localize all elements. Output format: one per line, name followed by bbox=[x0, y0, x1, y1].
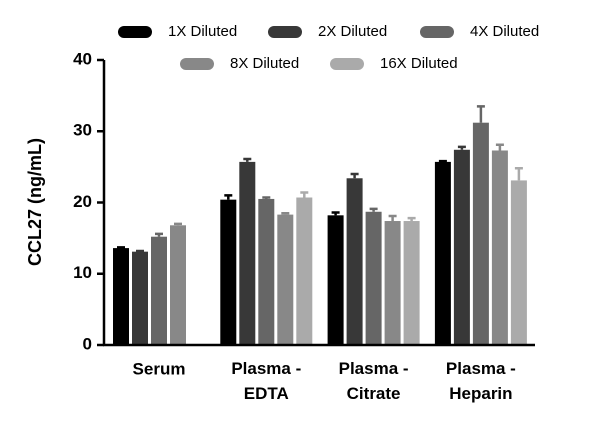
bar bbox=[365, 211, 382, 345]
bar bbox=[384, 221, 401, 345]
error-bar bbox=[495, 143, 504, 151]
error-bar bbox=[136, 249, 144, 253]
bar bbox=[327, 215, 344, 345]
bar bbox=[346, 178, 363, 345]
bar bbox=[220, 199, 237, 345]
error-bar bbox=[350, 172, 359, 179]
legend-swatch bbox=[180, 58, 214, 70]
legend-label: 8X Diluted bbox=[230, 55, 299, 72]
bar bbox=[510, 180, 527, 345]
legend-label: 2X Diluted bbox=[318, 23, 387, 40]
error-bar bbox=[514, 167, 523, 181]
bar bbox=[151, 236, 167, 345]
error-bar bbox=[457, 145, 466, 150]
y-axis-label: CCL27 (ng/mL) bbox=[25, 138, 45, 266]
error-bar bbox=[388, 214, 397, 222]
bar bbox=[170, 225, 186, 345]
legend-swatch bbox=[268, 26, 302, 38]
legend-label: 4X Diluted bbox=[470, 23, 539, 40]
x-tick-label: Plasma -Citrate bbox=[339, 359, 409, 403]
bar bbox=[113, 248, 129, 345]
bar bbox=[239, 161, 256, 345]
y-tick-label: 0 bbox=[83, 334, 92, 353]
bar bbox=[403, 221, 420, 345]
legend-label: 16X Diluted bbox=[380, 55, 458, 72]
x-tick-label: Plasma -EDTA bbox=[231, 359, 301, 403]
error-bar bbox=[300, 191, 309, 198]
y-tick-label: 10 bbox=[73, 263, 92, 282]
bar bbox=[277, 214, 294, 345]
error-bar bbox=[117, 246, 125, 249]
error-bar bbox=[369, 207, 378, 212]
error-bar bbox=[262, 196, 271, 199]
legend-label: 1X Diluted bbox=[168, 23, 237, 40]
error-bar bbox=[155, 232, 163, 237]
x-tick-label: Plasma -Heparin bbox=[446, 359, 516, 403]
legend-swatch bbox=[330, 58, 364, 70]
bar bbox=[296, 197, 313, 345]
bar bbox=[472, 122, 489, 345]
y-tick-label: 30 bbox=[73, 121, 92, 140]
error-bar bbox=[224, 194, 233, 200]
bar bbox=[434, 161, 451, 345]
bar bbox=[453, 149, 470, 345]
x-tick-label: Serum bbox=[133, 359, 186, 378]
bar bbox=[132, 251, 148, 345]
legend-swatch bbox=[118, 26, 152, 38]
error-bar bbox=[407, 216, 416, 222]
error-bar bbox=[281, 211, 290, 215]
error-bar bbox=[243, 157, 252, 162]
error-bar bbox=[331, 211, 340, 216]
legend-swatch bbox=[420, 26, 454, 38]
bar bbox=[258, 198, 275, 345]
error-bar bbox=[476, 105, 485, 123]
y-tick-label: 40 bbox=[73, 49, 92, 68]
error-bar bbox=[438, 159, 447, 163]
y-tick-label: 20 bbox=[73, 192, 92, 211]
bar bbox=[491, 150, 508, 345]
error-bar bbox=[174, 222, 182, 226]
